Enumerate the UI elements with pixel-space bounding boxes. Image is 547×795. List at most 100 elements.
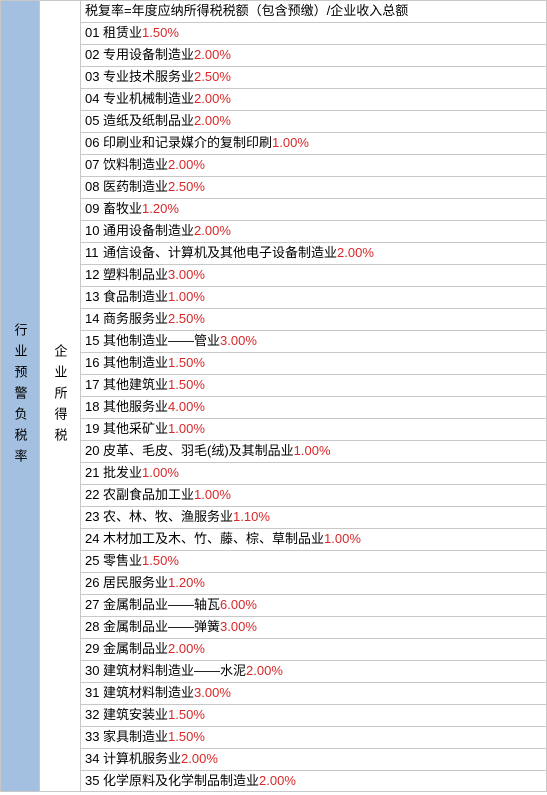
industry-name: 塑料制品业 <box>103 267 168 284</box>
row-number: 29 <box>85 641 103 658</box>
table-row: 18 其他服务业 4.00% <box>80 396 547 418</box>
table-row: 35 化学原料及化学制品制造业 2.00% <box>80 770 547 792</box>
tax-rate: 1.20% <box>142 201 179 218</box>
industry-name: 皮革、毛皮、羽毛(绒)及其制品业 <box>103 443 294 460</box>
tax-rate: 1.00% <box>324 531 361 548</box>
tax-rate: 1.50% <box>168 707 205 724</box>
tax-rate: 1.00% <box>194 487 231 504</box>
industry-name: 其他采矿业 <box>103 421 168 438</box>
table-row: 33 家具制造业 1.50% <box>80 726 547 748</box>
row-number: 35 <box>85 773 103 790</box>
tax-rate: 1.50% <box>168 355 205 372</box>
tax-rate: 3.00% <box>220 333 257 350</box>
tax-rate: 2.00% <box>259 773 296 790</box>
row-number: 06 <box>85 135 103 152</box>
industry-name: 商务服务业 <box>103 311 168 328</box>
industry-name: 畜牧业 <box>103 201 142 218</box>
row-number: 22 <box>85 487 103 504</box>
tax-rate: 2.00% <box>246 663 283 680</box>
row-number: 03 <box>85 69 103 86</box>
table-row: 21 批发业 1.00% <box>80 462 547 484</box>
industry-name: 饮料制造业 <box>103 157 168 174</box>
category-label-mid: 企业所得税 <box>40 0 80 792</box>
tax-rate: 1.00% <box>168 289 205 306</box>
industry-name: 建筑材料制造业——水泥 <box>103 663 246 680</box>
row-number: 17 <box>85 377 103 394</box>
industry-name: 通用设备制造业 <box>103 223 194 240</box>
table-row: 14 商务服务业 2.50% <box>80 308 547 330</box>
row-number: 30 <box>85 663 103 680</box>
table-row: 25 零售业 1.50% <box>80 550 547 572</box>
table-row: 05 造纸及纸制品业 2.00% <box>80 110 547 132</box>
tax-rate: 1.20% <box>168 575 205 592</box>
industry-name: 专用设备制造业 <box>103 47 194 64</box>
table-row: 09 畜牧业 1.20% <box>80 198 547 220</box>
row-number: 21 <box>85 465 103 482</box>
table-row: 32 建筑安装业 1.50% <box>80 704 547 726</box>
tax-rate: 2.00% <box>194 91 231 108</box>
table-row: 23 农、林、牧、渔服务业 1.10% <box>80 506 547 528</box>
formula-row: 税复率=年度应纳所得税税额（包含预缴）/企业收入总额 <box>80 0 547 22</box>
row-number: 16 <box>85 355 103 372</box>
tax-rate: 3.00% <box>194 685 231 702</box>
table-row: 10 通用设备制造业 2.00% <box>80 220 547 242</box>
row-number: 01 <box>85 25 103 42</box>
category-label-left: 行业预警负税率 <box>0 0 40 792</box>
row-number: 32 <box>85 707 103 724</box>
row-number: 33 <box>85 729 103 746</box>
industry-name: 居民服务业 <box>103 575 168 592</box>
industry-name: 其他服务业 <box>103 399 168 416</box>
row-number: 02 <box>85 47 103 64</box>
table-row: 04 专业机械制造业 2.00% <box>80 88 547 110</box>
industry-name: 食品制造业 <box>103 289 168 306</box>
row-number: 05 <box>85 113 103 130</box>
table-row: 06 印刷业和记录媒介的复制印刷 1.00% <box>80 132 547 154</box>
tax-rate: 6.00% <box>220 597 257 614</box>
tax-rate: 1.00% <box>294 443 331 460</box>
table-row: 12 塑料制品业 3.00% <box>80 264 547 286</box>
row-number: 27 <box>85 597 103 614</box>
table-row: 08 医药制造业 2.50% <box>80 176 547 198</box>
table-row: 15 其他制造业——管业 3.00% <box>80 330 547 352</box>
row-number: 19 <box>85 421 103 438</box>
row-number: 04 <box>85 91 103 108</box>
industry-name: 农、林、牧、渔服务业 <box>103 509 233 526</box>
tax-rate: 1.50% <box>168 729 205 746</box>
industry-name: 金属制品业 <box>103 641 168 658</box>
row-number: 24 <box>85 531 103 548</box>
tax-rate-table: 行业预警负税率 企业所得税 税复率=年度应纳所得税税额（包含预缴）/企业收入总额… <box>0 0 547 792</box>
table-row: 34 计算机服务业 2.00% <box>80 748 547 770</box>
row-number: 18 <box>85 399 103 416</box>
row-number: 09 <box>85 201 103 218</box>
industry-name: 批发业 <box>103 465 142 482</box>
table-row: 19 其他采矿业 1.00% <box>80 418 547 440</box>
table-row: 29 金属制品业 2.00% <box>80 638 547 660</box>
tax-rate: 2.00% <box>194 223 231 240</box>
industry-name: 金属制品业——弹簧 <box>103 619 220 636</box>
tax-rate: 3.00% <box>220 619 257 636</box>
table-row: 07 饮料制造业 2.00% <box>80 154 547 176</box>
tax-rate: 2.50% <box>168 311 205 328</box>
tax-rate: 1.10% <box>233 509 270 526</box>
industry-name: 化学原料及化学制品制造业 <box>103 773 259 790</box>
industry-name: 租赁业 <box>103 25 142 42</box>
industry-name: 建筑安装业 <box>103 707 168 724</box>
row-number: 34 <box>85 751 103 768</box>
table-row: 22 农副食品加工业 1.00% <box>80 484 547 506</box>
row-number: 25 <box>85 553 103 570</box>
industry-name: 农副食品加工业 <box>103 487 194 504</box>
industry-name: 专业技术服务业 <box>103 69 194 86</box>
row-number: 28 <box>85 619 103 636</box>
table-row: 13 食品制造业 1.00% <box>80 286 547 308</box>
tax-rate: 2.00% <box>194 113 231 130</box>
tax-rate: 1.00% <box>168 421 205 438</box>
row-number: 26 <box>85 575 103 592</box>
industry-name: 印刷业和记录媒介的复制印刷 <box>103 135 272 152</box>
industry-name: 计算机服务业 <box>103 751 181 768</box>
row-number: 12 <box>85 267 103 284</box>
row-number: 15 <box>85 333 103 350</box>
table-row: 27 金属制品业——轴瓦 6.00% <box>80 594 547 616</box>
table-row: 03 专业技术服务业 2.50% <box>80 66 547 88</box>
tax-rate: 1.50% <box>142 553 179 570</box>
table-row: 26 居民服务业 1.20% <box>80 572 547 594</box>
